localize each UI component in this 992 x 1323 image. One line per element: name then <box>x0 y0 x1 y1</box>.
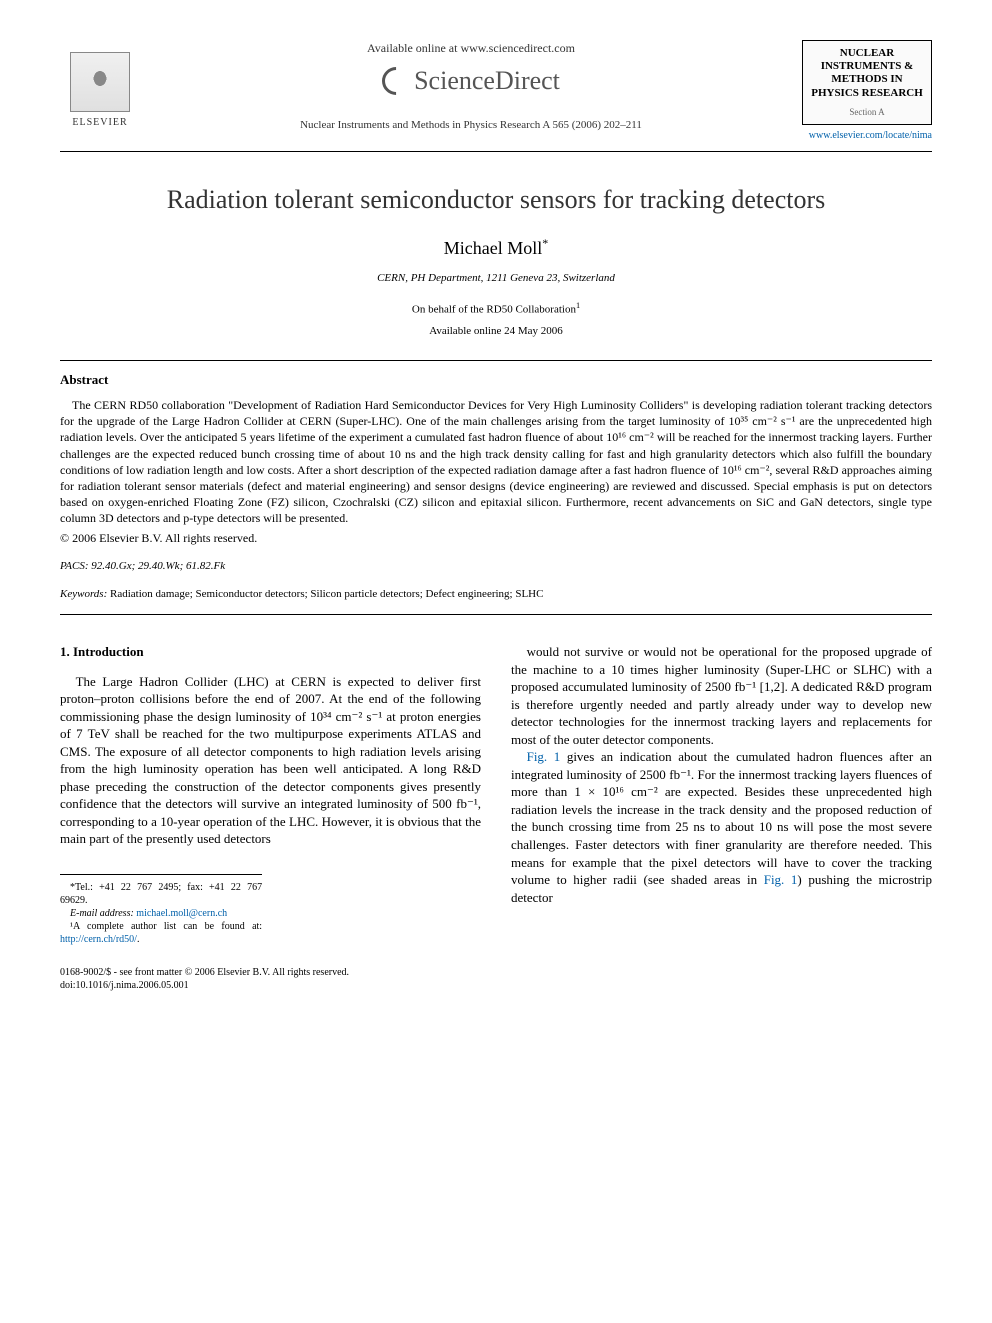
copyright-line: © 2006 Elsevier B.V. All rights reserved… <box>60 530 932 547</box>
intro-col2-p2-text: gives an indication about the cumulated … <box>511 749 932 887</box>
pacs-label: PACS: <box>60 560 89 572</box>
sciencedirect-swoosh-icon <box>376 61 416 101</box>
sciencedirect-logo: ScienceDirect <box>382 63 560 99</box>
footnote-authorlist-post: . <box>137 934 140 945</box>
behalf-marker: 1 <box>576 301 580 310</box>
available-date: Available online 24 May 2006 <box>60 324 932 339</box>
author-name: Michael Moll <box>444 238 542 258</box>
abstract-body: The CERN RD50 collaboration "Development… <box>60 397 932 527</box>
column-right: would not survive or would not be operat… <box>511 643 932 992</box>
affiliation: CERN, PH Department, 1211 Geneva 23, Swi… <box>60 271 932 286</box>
elsevier-tree-icon <box>70 52 130 112</box>
header-divider <box>60 151 932 152</box>
keywords-list: Radiation damage; Semiconductor detector… <box>110 588 543 600</box>
abstract-bottom-divider <box>60 614 932 615</box>
footnote-authorlist-pre: ¹A complete author list can be found at: <box>70 921 262 932</box>
page-header: ELSEVIER Available online at www.science… <box>60 40 932 143</box>
journal-box-column: NUCLEAR INSTRUMENTS & METHODS IN PHYSICS… <box>802 40 932 143</box>
journal-link[interactable]: www.elsevier.com/locate/nima <box>802 129 932 143</box>
intro-col2-p2: Fig. 1 gives an indication about the cum… <box>511 748 932 906</box>
doi-line: doi:10.1016/j.nima.2006.05.001 <box>60 979 481 992</box>
abstract-heading: Abstract <box>60 371 932 389</box>
front-matter-line: 0168-9002/$ - see front matter © 2006 El… <box>60 966 481 979</box>
author-line: Michael Moll* <box>60 235 932 261</box>
intro-col2-p1: would not survive or would not be operat… <box>511 643 932 748</box>
sciencedirect-text: ScienceDirect <box>414 63 560 99</box>
footnote-tel: *Tel.: +41 22 767 2495; fax: +41 22 767 … <box>60 881 262 907</box>
journal-box: NUCLEAR INSTRUMENTS & METHODS IN PHYSICS… <box>802 40 932 125</box>
article-title: Radiation tolerant semiconductor sensors… <box>60 182 932 218</box>
elsevier-logo: ELSEVIER <box>60 40 140 130</box>
journal-box-title: NUCLEAR INSTRUMENTS & METHODS IN PHYSICS… <box>809 47 925 100</box>
bottom-matter: 0168-9002/$ - see front matter © 2006 El… <box>60 966 481 992</box>
footnote-email: E-mail address: michael.moll@cern.ch <box>60 907 262 920</box>
available-online-text: Available online at www.sciencedirect.co… <box>160 40 782 57</box>
footnotes: *Tel.: +41 22 767 2495; fax: +41 22 767 … <box>60 874 262 946</box>
fig1-ref-a[interactable]: Fig. 1 <box>527 749 561 764</box>
pacs-line: PACS: 92.40.Gx; 29.40.Wk; 61.82.Fk <box>60 559 932 574</box>
author-marker: * <box>542 236 548 250</box>
pacs-codes: 92.40.Gx; 29.40.Wk; 61.82.Fk <box>91 560 225 572</box>
footnote-email-link[interactable]: michael.moll@cern.ch <box>136 908 227 919</box>
abstract-text: The CERN RD50 collaboration "Development… <box>60 397 932 527</box>
keywords-label: Keywords: <box>60 588 107 600</box>
body-columns: 1. Introduction The Large Hadron Collide… <box>60 643 932 992</box>
journal-box-section: Section A <box>809 106 925 119</box>
intro-heading: 1. Introduction <box>60 643 481 661</box>
behalf-text: On behalf of the RD50 Collaboration <box>412 304 576 316</box>
abstract-top-divider <box>60 360 932 361</box>
intro-col2-p1-text: would not survive or would not be operat… <box>511 644 932 747</box>
keywords-line: Keywords: Radiation damage; Semiconducto… <box>60 587 932 602</box>
journal-reference: Nuclear Instruments and Methods in Physi… <box>160 118 782 133</box>
center-header: Available online at www.sciencedirect.co… <box>140 40 802 134</box>
on-behalf-line: On behalf of the RD50 Collaboration1 <box>60 300 932 318</box>
footnote-authorlist-link[interactable]: http://cern.ch/rd50/ <box>60 934 137 945</box>
fig1-ref-b[interactable]: Fig. 1 <box>764 872 798 887</box>
elsevier-name: ELSEVIER <box>72 116 127 130</box>
footnote-authorlist: ¹A complete author list can be found at:… <box>60 920 262 946</box>
footnote-email-label: E-mail address: <box>70 908 134 919</box>
intro-paragraph-1: The Large Hadron Collider (LHC) at CERN … <box>60 673 481 848</box>
column-left: 1. Introduction The Large Hadron Collide… <box>60 643 481 992</box>
